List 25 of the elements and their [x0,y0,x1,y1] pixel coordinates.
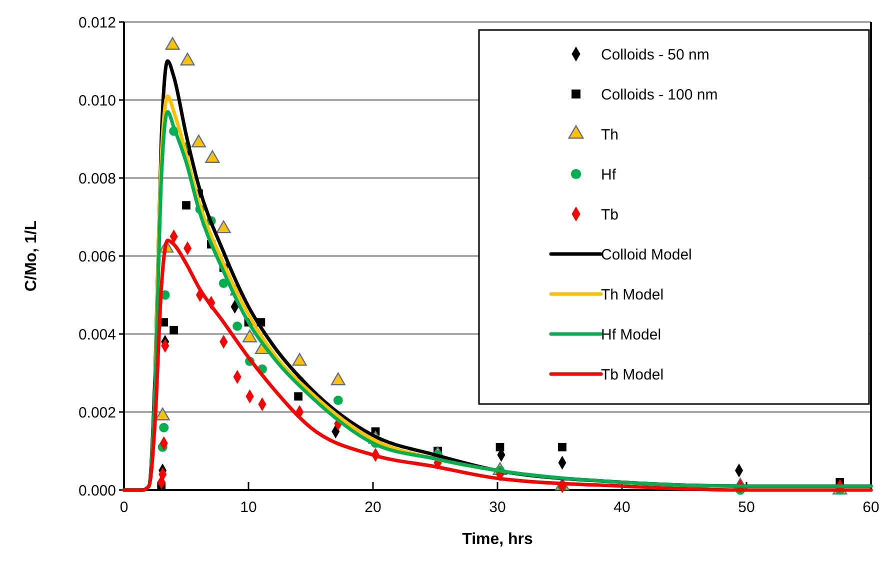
legend-label: Hf Model [601,326,662,344]
legend-label: Th [601,126,619,144]
x-tick-label: 10 [240,499,257,516]
legend-label: Tb [601,206,619,224]
x-tick-label: 20 [364,499,382,516]
y-tick-label: 0.004 [78,326,116,344]
x-tick-label: 30 [489,499,506,516]
legend-label: Colloids - 100 nm [601,86,718,104]
y-tick-label: 0.012 [78,14,116,32]
legend-label: Hf [601,166,617,184]
y-tick-label: 0.010 [78,92,116,110]
y-tick-label: 0.006 [78,248,116,266]
x-tick-label: 50 [738,499,755,516]
x-tick-label: 40 [614,499,630,516]
x-axis-title: Time, hrs [462,531,534,548]
legend-label: Colloid Model [601,246,692,264]
legend-label: Colloids - 50 nm [601,46,710,64]
legend-label: Th Model [601,286,664,304]
y-tick-label: 0.000 [78,482,116,500]
x-tick-label: 60 [862,499,880,516]
x-tick-label: 0 [120,499,128,516]
y-tick-label: 0.002 [78,404,116,422]
y-tick-label: 0.008 [78,170,116,188]
y-axis-title: C/Mo, 1/L [23,220,40,292]
legend-label: Tb Model [601,366,664,384]
